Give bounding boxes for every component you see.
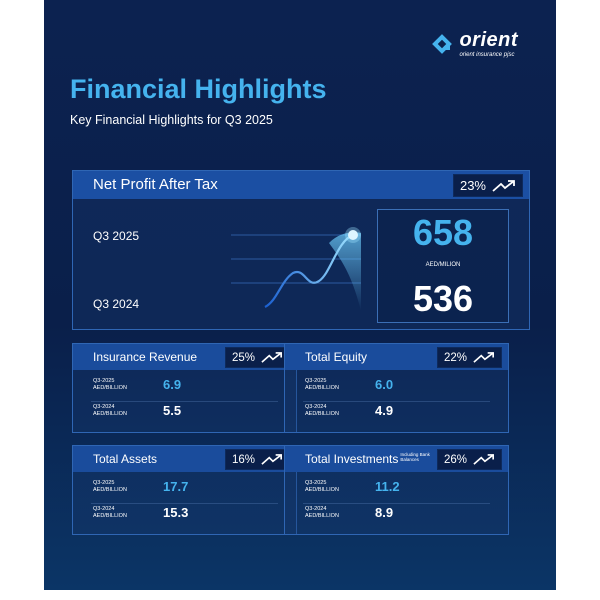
- orient-diamond-logo-icon: [431, 33, 453, 55]
- trend-up-arrow-icon: [261, 454, 283, 465]
- card-previous-value: 15.3: [163, 505, 189, 520]
- card-previous-value: 4.9: [375, 403, 394, 418]
- total-assets-card: Total Assets 16% Q3-2025 AED/BILLION 17.7…: [72, 445, 297, 535]
- net-profit-unit: AED/MILION: [425, 262, 461, 268]
- card-previous-value: 5.5: [163, 403, 182, 418]
- net-profit-header: Net Profit After Tax 23%: [73, 171, 529, 199]
- card-growth-badge: 22%: [436, 347, 502, 368]
- card-previous-label: Q3-2024 AED/BILLION: [93, 404, 127, 417]
- trend-up-arrow-icon: [473, 352, 495, 363]
- brand-name: orient: [459, 29, 518, 51]
- card-growth: 22%: [443, 351, 467, 364]
- net-profit-growth: 23%: [459, 178, 486, 193]
- trend-up-arrow-icon: [473, 454, 495, 465]
- card-current-label: Q3-2025 AED/BILLION: [93, 480, 127, 493]
- net-profit-current-value: 658: [412, 212, 474, 253]
- net-profit-panel: Net Profit After Tax 23% Q3 2025 Q3 2024: [72, 170, 530, 330]
- card-growth-badge: 25%: [224, 347, 290, 368]
- card-current-value: 11.2: [375, 479, 400, 494]
- card-current-value: 6.9: [163, 377, 182, 392]
- brand-tagline: orient insurance pjsc: [459, 52, 515, 58]
- card-growth-badge: 16%: [224, 449, 290, 470]
- card-label: Total Equity: [305, 350, 368, 364]
- net-profit-label: Net Profit After Tax: [93, 176, 218, 193]
- card-current-label: Q3-2025 AED/BILLION: [93, 378, 127, 391]
- card-current-value: 6.0: [375, 377, 394, 392]
- net-profit-values-box: 658 AED/MILION 536: [377, 209, 509, 323]
- trend-up-arrow-icon: [261, 352, 283, 363]
- card-growth: 26%: [443, 453, 467, 466]
- net-profit-growth-badge: 23%: [452, 174, 523, 197]
- card-previous-value: 8.9: [375, 505, 394, 520]
- total-equity-card: Total Equity 22% Q3-2025 AED/BILLION 6.0 …: [284, 343, 509, 433]
- card-previous-label: Q3-2024 AED/BILLION: [305, 506, 339, 519]
- card-growth-badge: 26%: [436, 449, 502, 470]
- orient-logo: orient orient insurance pjsc: [431, 30, 518, 58]
- card-previous-label: Q3-2024 AED/BILLION: [93, 506, 127, 519]
- page-subtitle: Key Financial Highlights for Q3 2025: [70, 113, 273, 127]
- trend-up-arrow-icon: [492, 179, 516, 192]
- net-profit-trend-graphic: [161, 211, 361, 322]
- total-investments-card: Total Investments Including Bank Balances…: [284, 445, 509, 535]
- card-current-value: 17.7: [163, 479, 189, 494]
- net-profit-current-period: Q3 2025: [93, 229, 140, 243]
- net-profit-previous-period: Q3 2024: [93, 297, 140, 311]
- card-growth: 16%: [231, 453, 255, 466]
- card-label-note: Including Bank Balances: [400, 452, 430, 462]
- card-label: Total Investments Including Bank Balances: [305, 452, 430, 466]
- card-previous-label: Q3-2024 AED/BILLION: [305, 404, 339, 417]
- page-title: Financial Highlights: [70, 74, 327, 104]
- card-current-label: Q3-2025 AED/BILLION: [305, 378, 339, 391]
- insurance-revenue-card: Insurance Revenue 25% Q3-2025 AED/BILLION…: [72, 343, 297, 433]
- card-current-label: Q3-2025 AED/BILLION: [305, 480, 339, 493]
- card-growth: 25%: [231, 351, 255, 364]
- card-label: Insurance Revenue: [93, 350, 198, 364]
- net-profit-previous-value: 536: [412, 278, 474, 319]
- card-label: Total Assets: [93, 452, 158, 466]
- financial-highlights-poster: orient orient insurance pjsc Financial H…: [44, 0, 556, 590]
